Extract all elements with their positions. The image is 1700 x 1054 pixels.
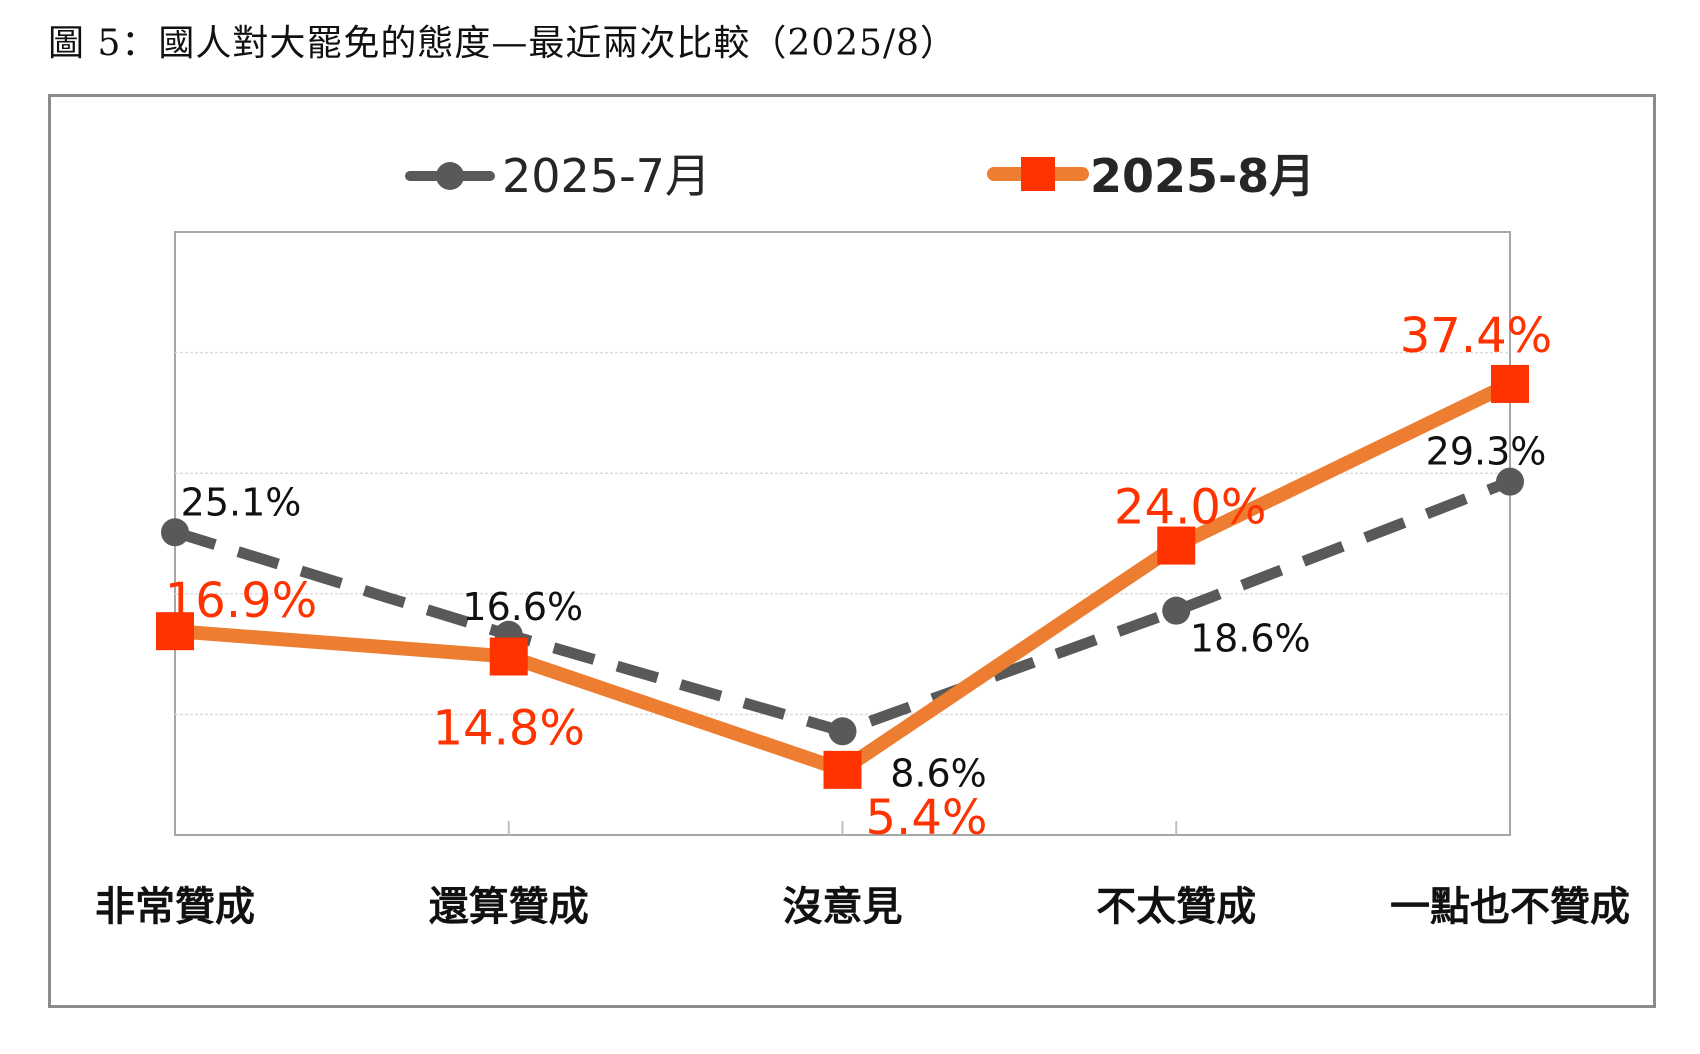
x-tick-label: 不太贊成 <box>1096 884 1256 930</box>
x-axis-labels: 非常贊成 還算贊成 沒意見 不太贊成 一點也不贊成 <box>95 884 1630 930</box>
marker-2025-07 <box>828 717 857 746</box>
legend-marker-2025-07 <box>436 162 464 190</box>
data-label-2025-08: 16.9% <box>165 573 317 629</box>
marker-2025-08 <box>823 750 862 789</box>
marker-2025-08 <box>1157 526 1196 565</box>
x-tick-label: 一點也不贊成 <box>1390 884 1630 930</box>
legend-label-2025-07: 2025-7月 <box>502 149 711 203</box>
gridlines <box>175 351 1510 716</box>
marker-2025-08 <box>1491 364 1529 403</box>
data-label-2025-07: 16.6% <box>462 585 583 629</box>
legend-label-2025-08: 2025-8月 <box>1090 149 1315 203</box>
marker-2025-07 <box>161 518 189 547</box>
legend: 2025-7月 2025-8月 <box>405 149 1315 203</box>
data-labels: 25.1% 16.6% 8.6% 18.6% 29.3% 16.9% 14.8% 5.4% 24… <box>165 308 1552 846</box>
legend-marker-2025-08 <box>1021 157 1055 191</box>
x-axis-ticks <box>507 821 1178 835</box>
marker-2025-07 <box>1162 596 1191 625</box>
x-tick-label: 非常贊成 <box>95 884 255 930</box>
marker-2025-08 <box>156 612 194 651</box>
data-label-2025-07: 8.6% <box>890 751 987 795</box>
data-label-2025-07: 29.3% <box>1426 430 1547 474</box>
series-markers <box>156 364 1529 789</box>
data-label-2025-08: 24.0% <box>1114 480 1266 536</box>
x-tick-label: 還算贊成 <box>429 884 589 930</box>
figure-title: 圖 5：國人對大罷免的態度—最近兩次比較（2025/8） <box>48 23 957 64</box>
x-tick-label: 沒意見 <box>783 884 903 930</box>
marker-2025-08 <box>489 637 528 676</box>
data-label-2025-08: 5.4% <box>866 790 988 846</box>
data-label-2025-08: 14.8% <box>433 701 585 757</box>
data-label-2025-07: 25.1% <box>181 480 302 524</box>
data-label-2025-08: 37.4% <box>1400 308 1552 364</box>
marker-2025-07 <box>1496 467 1524 496</box>
data-label-2025-07: 18.6% <box>1190 617 1311 661</box>
